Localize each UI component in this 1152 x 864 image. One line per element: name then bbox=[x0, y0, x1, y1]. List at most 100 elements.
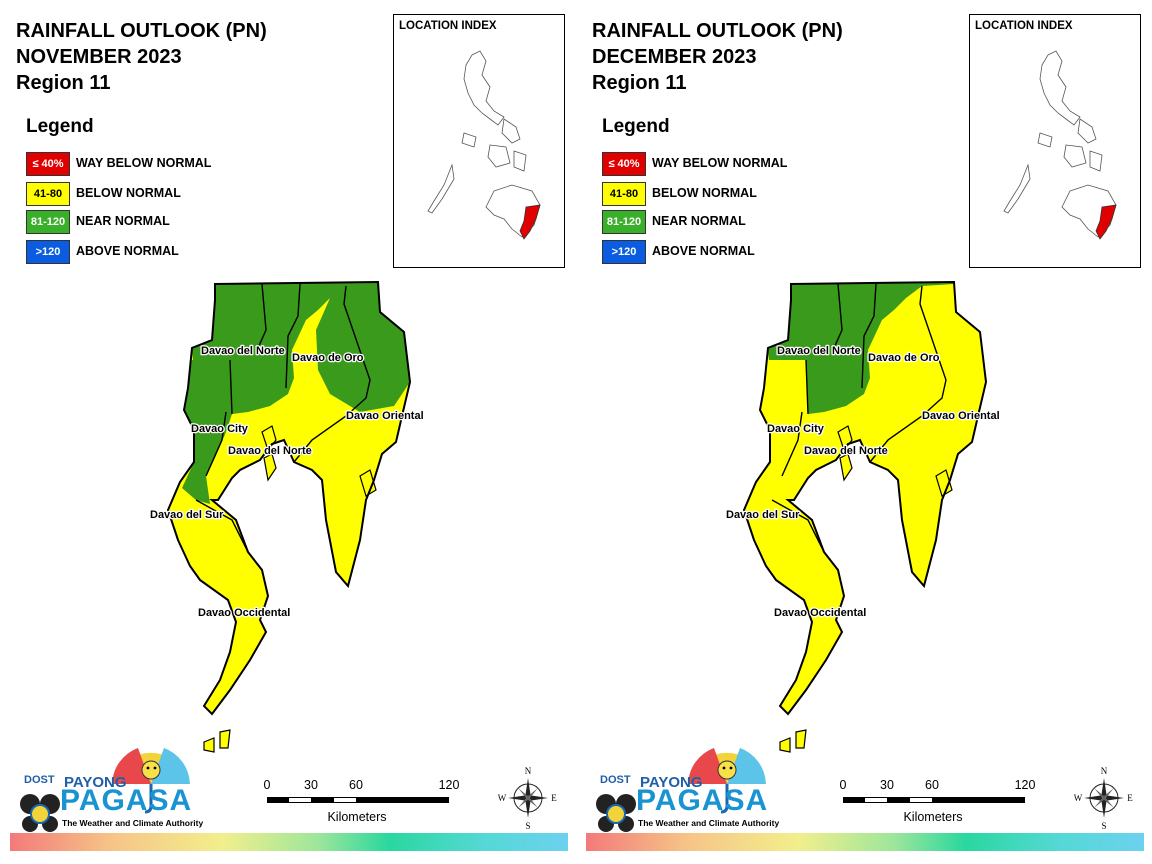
scale-unit: Kilometers bbox=[327, 810, 387, 824]
panel-title: RAINFALL OUTLOOK (PN) DECEMBER 2023 Regi… bbox=[592, 18, 843, 96]
compass-e: E bbox=[1127, 793, 1133, 803]
samar-leyte-shape bbox=[513, 150, 527, 172]
legend-label: WAY BELOW NORMAL bbox=[76, 156, 212, 170]
label-davao-city: Davao City bbox=[767, 423, 825, 435]
near-normal-zone-west bbox=[182, 360, 232, 504]
label-davao-del-sur: Davao del Sur bbox=[150, 509, 224, 521]
talikud-island bbox=[263, 453, 277, 482]
logo-dost: DOST bbox=[24, 774, 55, 786]
scale-bar: 0 30 60 120 Kilometers bbox=[838, 778, 1038, 834]
title-region: Region 11 bbox=[16, 72, 111, 94]
sarangani-island-2 bbox=[219, 729, 231, 749]
legend-swatch: 81-120 bbox=[602, 210, 646, 234]
samar-leyte-shape bbox=[1089, 150, 1103, 172]
decorative-gradient-bar bbox=[586, 833, 1144, 851]
label-davao-de-oro: Davao de Oro bbox=[868, 352, 940, 364]
label-davao-occidental: Davao Occidental bbox=[774, 607, 866, 619]
payong-pagasa-logo: DOST PAYONG PAGASA The Weather and Clima… bbox=[18, 740, 203, 832]
palawan-shape bbox=[1003, 163, 1031, 214]
title-region: Region 11 bbox=[592, 72, 687, 94]
scale-bar: 0 30 60 120 Kilometers bbox=[262, 778, 462, 834]
compass-w: W bbox=[1074, 793, 1083, 803]
mindoro-shape bbox=[461, 132, 477, 148]
compass-rose-icon: N S E W bbox=[1074, 766, 1134, 832]
legend-swatch: >120 bbox=[602, 240, 646, 264]
panel-title: RAINFALL OUTLOOK (PN) NOVEMBER 2023 Regi… bbox=[16, 18, 267, 96]
oriental-islet bbox=[935, 469, 953, 497]
visayas-shape bbox=[487, 144, 511, 168]
title-month: DECEMBER 2023 bbox=[592, 46, 757, 68]
region-11-map: Davao del Norte Davao de Oro Davao Orien… bbox=[149, 280, 425, 753]
near-normal-zone-east bbox=[892, 284, 986, 412]
compass-s: S bbox=[525, 821, 530, 831]
label-davao-occidental: Davao Occidental bbox=[198, 607, 290, 619]
scale-tick-60: 60 bbox=[925, 778, 939, 792]
compass-n: N bbox=[525, 766, 532, 776]
scale-bar-graphic bbox=[267, 797, 449, 803]
compass-e: E bbox=[551, 793, 557, 803]
legend-swatch: >120 bbox=[26, 240, 70, 264]
legend-label: BELOW NORMAL bbox=[76, 186, 181, 200]
logo-pagasa: PAGASA bbox=[636, 784, 769, 817]
legend-label: BELOW NORMAL bbox=[652, 186, 757, 200]
legend-label: NEAR NORMAL bbox=[76, 214, 170, 228]
sarangani-island-1 bbox=[203, 737, 215, 753]
near-normal-zone-north bbox=[768, 282, 956, 414]
logo-payong: PAYONG bbox=[640, 774, 703, 791]
bicol-shape bbox=[501, 118, 521, 144]
location-index-map: LOCATION INDEX bbox=[969, 14, 1141, 268]
compass-graphic: N S E W bbox=[498, 766, 558, 831]
luzon-shape bbox=[1039, 50, 1081, 126]
palawan-shape bbox=[427, 163, 455, 214]
philippines-outline bbox=[1003, 50, 1117, 240]
title-line-1: RAINFALL OUTLOOK (PN) bbox=[16, 20, 267, 42]
near-normal-zone-west bbox=[758, 360, 808, 504]
label-davao-del-sur: Davao del Sur bbox=[726, 509, 800, 521]
label-davao-de-oro: Davao de Oro bbox=[292, 352, 364, 364]
sarangani-island-2 bbox=[795, 729, 807, 749]
province-boundaries bbox=[771, 283, 947, 553]
philippines-outline bbox=[427, 50, 541, 240]
region-11-highlight bbox=[1095, 204, 1117, 240]
decorative-gradient-bar bbox=[10, 833, 568, 851]
label-davao-del-norte: Davao del Norte bbox=[777, 345, 861, 357]
sarangani-island-1 bbox=[779, 737, 791, 753]
legend-swatch: 41-80 bbox=[602, 182, 646, 206]
payong-pagasa-logo: DOST PAYONG PAGASA The Weather and Clima… bbox=[594, 740, 779, 832]
luzon-shape bbox=[463, 50, 505, 126]
label-davao-del-norte-samal: Davao del Norte bbox=[228, 445, 312, 457]
scale-unit: Kilometers bbox=[903, 810, 963, 824]
legend-swatch: ≤ 40% bbox=[26, 152, 70, 176]
near-normal-zone-north bbox=[192, 282, 380, 414]
region-11-map: Davao del Norte Davao de Oro Davao Orien… bbox=[725, 280, 1001, 753]
location-index-title: LOCATION INDEX bbox=[975, 20, 1073, 32]
title-line-1: RAINFALL OUTLOOK (PN) bbox=[592, 20, 843, 42]
compass-n: N bbox=[1101, 766, 1108, 776]
compass-rose-icon: N S E W bbox=[498, 766, 558, 832]
visayas-shape bbox=[1063, 144, 1087, 168]
logo-tagline: The Weather and Climate Authority bbox=[62, 818, 204, 828]
legend-swatch: 81-120 bbox=[26, 210, 70, 234]
compass-s: S bbox=[1101, 821, 1106, 831]
legend-label: ABOVE NORMAL bbox=[76, 244, 179, 258]
bicol-shape bbox=[1077, 118, 1097, 144]
legend-label: NEAR NORMAL bbox=[652, 214, 746, 228]
scale-tick-0: 0 bbox=[839, 778, 847, 792]
legend-label: ABOVE NORMAL bbox=[652, 244, 755, 258]
location-index-title: LOCATION INDEX bbox=[399, 20, 497, 32]
label-davao-city: Davao City bbox=[191, 423, 249, 435]
outlook-panel-december: RAINFALL OUTLOOK (PN) DECEMBER 2023 Regi… bbox=[576, 0, 1152, 864]
region-11-outline bbox=[166, 280, 412, 716]
label-davao-oriental: Davao Oriental bbox=[346, 410, 424, 422]
logo-payong: PAYONG bbox=[64, 774, 127, 791]
talikud-island bbox=[839, 453, 853, 482]
near-normal-zone-east bbox=[316, 284, 410, 412]
province-boundaries bbox=[195, 283, 371, 553]
umbrella-icon bbox=[20, 748, 190, 832]
legend-label: WAY BELOW NORMAL bbox=[652, 156, 788, 170]
region-11-highlight bbox=[519, 204, 541, 240]
outlook-panel-november: RAINFALL OUTLOOK (PN) NOVEMBER 2023 Regi… bbox=[10, 14, 568, 851]
region-11-outline bbox=[742, 280, 988, 716]
compass-graphic: N S E W bbox=[1074, 766, 1134, 831]
scale-tick-30: 30 bbox=[880, 778, 894, 792]
